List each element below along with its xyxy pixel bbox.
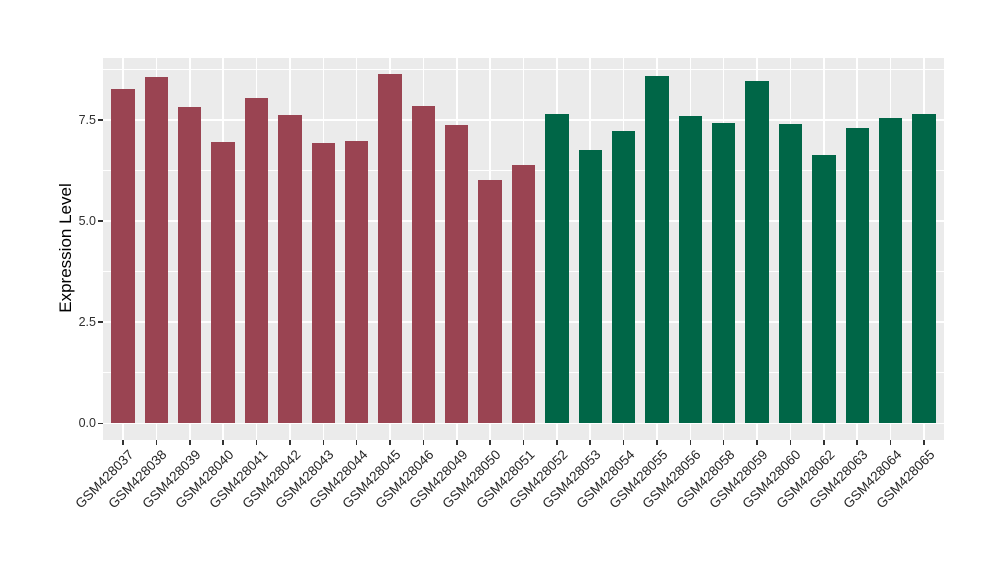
x-tick-mark (322, 440, 324, 445)
bar-GSM428055 (645, 75, 669, 424)
x-tick-mark (355, 440, 358, 445)
bar-GSM428039 (178, 107, 202, 424)
x-tick-mark (456, 440, 458, 445)
y-tick-label: 2.5 (78, 314, 96, 329)
bar-GSM428037 (111, 89, 135, 424)
bar-GSM428043 (311, 142, 335, 424)
x-tick-mark (756, 440, 758, 445)
x-tick-mark (522, 440, 525, 445)
bar-GSM428042 (278, 115, 302, 424)
x-tick-mark (389, 440, 391, 445)
x-tick-mark (255, 440, 258, 445)
bar-GSM428053 (578, 149, 602, 424)
x-tick-mark (889, 440, 892, 445)
bar-GSM428060 (778, 124, 803, 424)
bar-GSM428062 (812, 154, 836, 424)
x-tick-mark (155, 440, 158, 445)
bar-GSM428059 (745, 80, 769, 424)
bar-GSM428049 (445, 124, 469, 424)
bar-GSM428063 (845, 128, 869, 424)
x-tick-mark (222, 440, 224, 445)
bar-GSM428045 (378, 73, 402, 424)
bar-GSM428056 (678, 116, 703, 424)
bar-GSM428041 (244, 97, 269, 424)
y-tick-label: 7.5 (78, 112, 96, 127)
x-tick-mark (689, 440, 692, 445)
x-tick-mark (422, 440, 425, 445)
x-tick-mark (823, 440, 825, 445)
x-tick-mark (622, 440, 625, 445)
y-tick-mark (98, 321, 103, 323)
bar-GSM428050 (478, 180, 502, 424)
bar-GSM428064 (878, 118, 903, 424)
y-tick-mark (98, 220, 103, 222)
y-axis-title: Expression Level (56, 183, 75, 313)
x-tick-mark (589, 440, 591, 445)
bar-GSM428051 (511, 164, 536, 424)
bar-GSM428044 (344, 140, 369, 424)
x-tick-mark (722, 440, 725, 445)
y-tick-mark (98, 119, 103, 121)
x-tick-mark (289, 440, 291, 445)
bar-GSM428058 (712, 122, 736, 424)
bar-GSM428046 (411, 105, 436, 424)
x-tick-mark (923, 440, 925, 445)
bar-GSM428040 (211, 141, 235, 424)
x-tick-mark (789, 440, 792, 445)
x-tick-mark (656, 440, 658, 445)
bar-GSM428054 (611, 130, 636, 424)
bar-GSM428052 (545, 113, 569, 424)
x-tick-mark (189, 440, 191, 445)
x-tick-mark (122, 440, 124, 445)
x-tick-mark (556, 440, 558, 445)
bar-GSM428065 (912, 113, 936, 424)
y-tick-label: 5.0 (78, 213, 96, 228)
y-tick-mark (98, 422, 103, 425)
bar-GSM428038 (144, 77, 169, 424)
x-tick-mark (489, 440, 491, 445)
x-tick-mark (856, 440, 858, 445)
plot-panel (103, 58, 944, 440)
y-tick-label: 0.0 (78, 415, 96, 430)
